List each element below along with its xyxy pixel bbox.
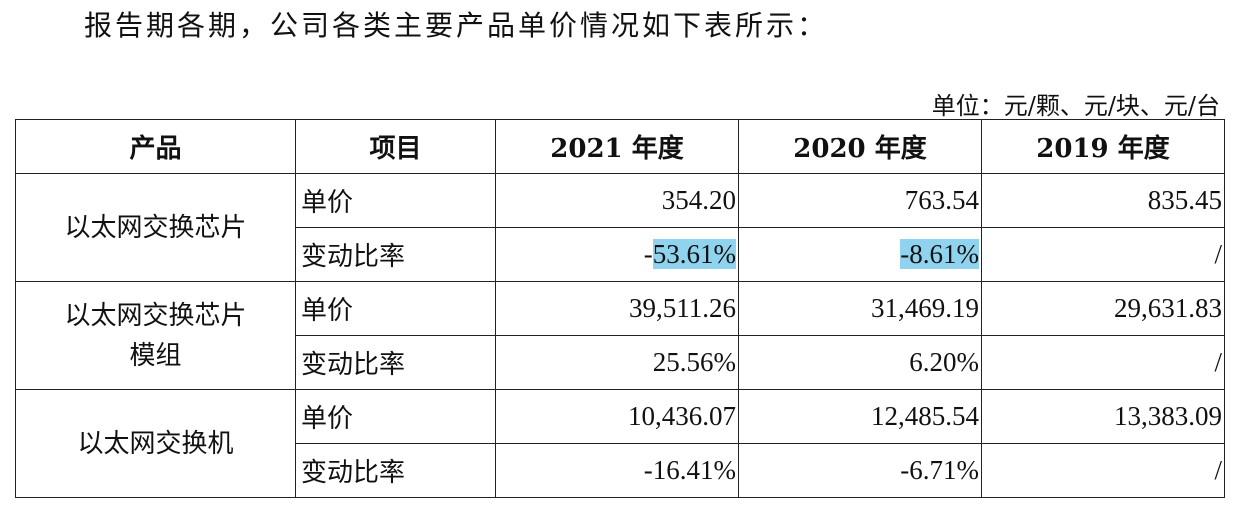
item-cell: 变动比率: [295, 335, 496, 390]
value-prefix: -: [643, 239, 653, 269]
value-2020: 12,485.54: [738, 389, 982, 444]
item-cell: 单价: [295, 173, 496, 228]
unit-note: 单位：元/颗、元/块、元/台: [931, 92, 1220, 120]
table-row: 以太网交换芯片 单价 354.20 763.54 835.45: [15, 173, 1225, 282]
header-product: 产品: [15, 119, 296, 174]
item-cell: 单价: [295, 389, 496, 444]
value-2021: 25.56%: [495, 335, 739, 390]
product-line: 以太网交换芯片: [64, 300, 247, 331]
highlighted-text[interactable]: 53.61%: [652, 239, 736, 269]
value-2019: 29,631.83: [981, 281, 1225, 336]
item-cell: 单价: [295, 281, 496, 336]
value-2019: /: [981, 443, 1225, 498]
table-row: 以太网交换芯片 模组 单价 39,511.26 31,469.19 29,631…: [15, 281, 1225, 390]
value-2021: 354.20: [495, 173, 739, 228]
value-2021: 39,511.26: [495, 281, 739, 336]
value-2019: /: [981, 335, 1225, 390]
value-2019: 835.45: [981, 173, 1225, 228]
header-2019: 2019 年度: [981, 119, 1225, 174]
header-2021: 2021 年度: [495, 119, 739, 174]
value-2020: 6.20%: [738, 335, 982, 390]
header-item: 项目: [295, 119, 496, 174]
table-row: 变动比率 -53.61% -8.61% /: [16, 227, 1225, 282]
item-cell: 变动比率: [295, 227, 496, 282]
intro-text: 报告期各期，公司各类主要产品单价情况如下表所示：: [84, 9, 829, 42]
value-2019: /: [981, 227, 1225, 282]
value-2019: 13,383.09: [981, 389, 1225, 444]
value-2020: 763.54: [738, 173, 982, 228]
highlighted-text[interactable]: -8.61%: [900, 239, 979, 269]
value-2021: 10,436.07: [495, 389, 739, 444]
value-2020: -8.61%: [738, 227, 982, 282]
table-header-row: 产品 项目 2021 年度 2020 年度 2019 年度: [15, 119, 1225, 174]
value-2020: -6.71%: [738, 443, 982, 498]
product-cell: 以太网交换芯片 模组: [15, 281, 296, 390]
item-cell: 变动比率: [295, 443, 496, 498]
table-row: 变动比率 -16.41% -6.71% /: [16, 443, 1225, 498]
header-2020: 2020 年度: [738, 119, 982, 174]
table-row: 以太网交换机 单价 10,436.07 12,485.54 13,383.09: [15, 389, 1225, 498]
value-2020: 31,469.19: [738, 281, 982, 336]
product-cell: 以太网交换芯片: [15, 173, 296, 282]
product-line: 模组: [129, 340, 182, 371]
value-2021: -16.41%: [495, 443, 739, 498]
value-2021: -53.61%: [495, 227, 739, 282]
product-cell: 以太网交换机: [15, 389, 296, 498]
table-row: 变动比率 25.56% 6.20% /: [16, 335, 1225, 390]
price-table: 产品 项目 2021 年度 2020 年度 2019 年度 以太网交换芯片 单价…: [15, 119, 1225, 498]
